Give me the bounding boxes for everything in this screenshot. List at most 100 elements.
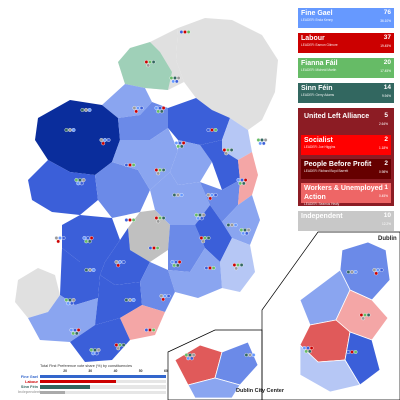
seat-marker	[172, 193, 177, 197]
constituency-tipperary-north	[128, 210, 170, 262]
bar	[40, 385, 91, 389]
seat-marker	[74, 331, 79, 336]
seat-marker	[204, 266, 209, 270]
seat-marker	[199, 216, 204, 221]
seat-marker	[201, 239, 206, 244]
seat-marker-cluster	[124, 218, 136, 222]
constituency-cork-nw	[95, 275, 142, 325]
alliance-member-box: Workers & Unemployed Action LEADER: Seamu…	[301, 183, 391, 206]
seat-marker	[136, 106, 140, 110]
seat-marker	[80, 108, 85, 112]
axis-tick-label: 50	[138, 369, 143, 373]
seat-marker	[171, 79, 176, 84]
seat-marker	[91, 351, 96, 356]
party-name: Socialist	[304, 137, 333, 144]
seat-marker	[54, 236, 59, 240]
seat-marker	[238, 181, 243, 186]
bar-track	[40, 380, 166, 384]
seat-marker	[131, 298, 136, 302]
seat-marker	[183, 30, 187, 34]
party-pct: 0.45%	[378, 194, 388, 198]
seat-marker	[116, 346, 121, 351]
seat-marker-cluster	[148, 246, 160, 250]
seat-marker	[73, 328, 77, 332]
seat-marker-cluster	[84, 268, 96, 272]
seat-marker	[304, 349, 309, 354]
seat-marker-cluster	[184, 353, 196, 361]
party-name: People Before Profit	[304, 161, 372, 168]
party-seats: 76	[383, 9, 391, 16]
party-box: Labour LEADER: Eamon Gilmore 37 19.45%	[298, 33, 394, 53]
seat-marker	[114, 260, 119, 264]
seat-marker	[118, 343, 122, 347]
party-seats: 2	[384, 160, 388, 167]
seat-marker	[84, 268, 89, 272]
seat-marker	[353, 350, 358, 354]
alliance-member-box: Socialist LEADER: Joe Higgins 2 1.18%	[301, 135, 391, 155]
seat-marker	[233, 223, 238, 227]
seat-marker	[263, 138, 268, 142]
seat-marker	[191, 353, 196, 357]
seat-marker	[131, 218, 136, 222]
seat-marker	[236, 178, 241, 182]
seat-marker	[93, 348, 97, 352]
seat-marker	[239, 228, 244, 232]
seat-marker	[161, 216, 166, 220]
seat-marker-cluster	[74, 178, 86, 186]
seat-marker	[84, 239, 89, 244]
seat-marker	[186, 30, 191, 34]
seat-marker	[229, 148, 234, 152]
seat-marker	[155, 246, 160, 250]
alliance-member-box: People Before Profit LEADER: Richard Boyd…	[301, 159, 391, 179]
constituency-sligo	[118, 102, 168, 140]
party-name: Fine Gael	[301, 10, 333, 17]
independent-seats: 10	[383, 212, 391, 219]
seat-marker	[194, 213, 199, 217]
party-seats: 20	[383, 59, 391, 66]
series-label: Fine Gael	[20, 374, 38, 379]
seat-marker	[302, 346, 307, 350]
seat-marker	[350, 270, 354, 274]
constituency-laois-offaly	[150, 172, 210, 225]
party-pct: 36.10%	[380, 19, 391, 23]
seat-marker	[116, 263, 121, 268]
seat-marker-cluster	[144, 328, 156, 332]
seat-marker	[148, 328, 152, 332]
seat-marker	[179, 144, 184, 149]
seat-marker	[196, 216, 201, 221]
seat-marker	[101, 141, 106, 146]
seat-marker	[158, 168, 162, 172]
seat-marker-cluster	[54, 236, 66, 244]
bar	[40, 380, 116, 384]
seat-marker	[154, 106, 159, 110]
constituency-carlow-kilkenny	[195, 205, 232, 262]
independent-name: Independent	[301, 213, 343, 220]
seat-marker	[251, 353, 256, 357]
bar-track	[40, 385, 166, 389]
seat-marker-cluster	[154, 168, 166, 176]
seat-marker	[213, 128, 218, 132]
seat-marker	[154, 216, 159, 220]
seat-marker	[124, 298, 129, 302]
seat-marker	[79, 181, 84, 186]
seat-marker-cluster	[346, 270, 358, 274]
seat-marker	[118, 260, 122, 264]
seat-marker	[103, 138, 107, 142]
constituency-kerry-south	[28, 295, 98, 342]
seat-marker	[208, 196, 213, 201]
seat-marker-cluster	[124, 163, 136, 167]
seat-marker-cluster	[179, 30, 191, 34]
seat-marker-cluster	[206, 193, 218, 201]
seat-marker	[88, 268, 92, 272]
party-leader: LEADER: Micheál Martin	[301, 68, 337, 72]
seat-marker-cluster	[302, 346, 314, 354]
seat-marker	[144, 60, 149, 64]
constituency-wicklow	[222, 195, 260, 245]
constituency-cork-south-west	[70, 318, 130, 362]
southwest-coast-region	[15, 268, 60, 318]
seat-marker	[189, 356, 194, 361]
party-seats: 14	[383, 84, 391, 91]
independent-pct: 12.2%	[381, 222, 391, 226]
seat-marker	[210, 193, 214, 197]
dublin-inset-frame	[261, 231, 400, 400]
